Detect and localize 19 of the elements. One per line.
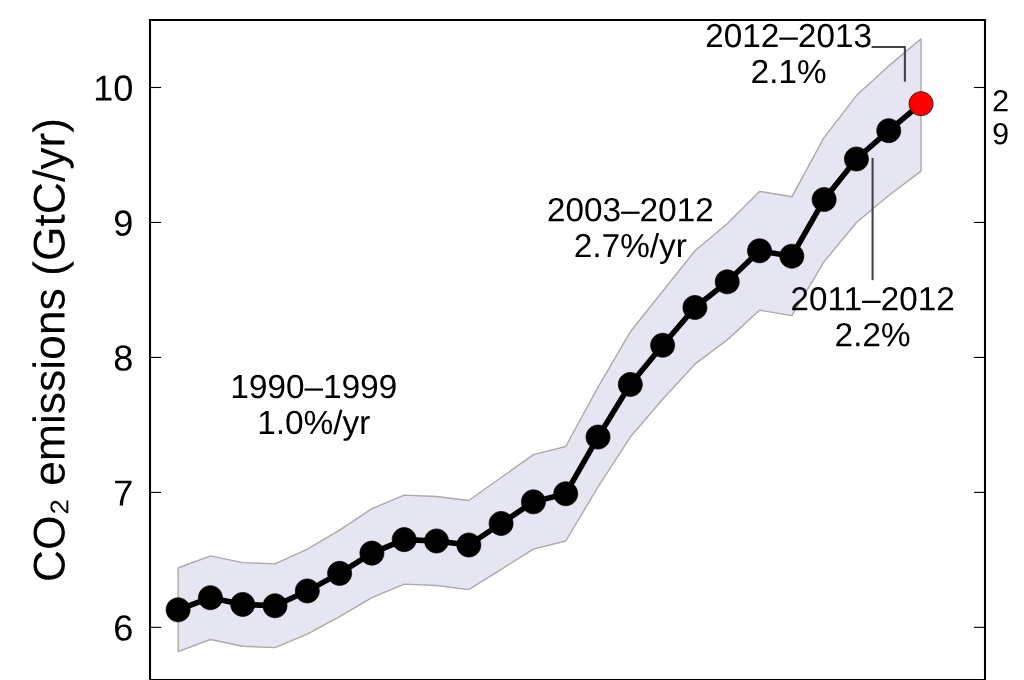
point (424, 528, 449, 554)
point (908, 91, 934, 117)
text: 2 9 (993, 89, 1008, 145)
annotation: 2003–2012 2.7%/yr (548, 197, 713, 265)
annotation: 2012–2013 2.1% (706, 23, 871, 84)
y-axis-title: CO₂ emissions (GtC/yr) (32, 120, 74, 580)
point (779, 243, 805, 269)
annotation: 2011–2012 2.2% (792, 287, 954, 347)
y-tick-label: 9 (114, 210, 132, 236)
point (359, 540, 385, 566)
point (456, 532, 482, 558)
point (327, 561, 352, 586)
y-tick-label: 8 (114, 345, 132, 371)
y-tick-label: 10 (95, 75, 132, 101)
point (714, 269, 740, 295)
annotation: 1990–1999 1.0%/yr (232, 374, 396, 441)
point (617, 372, 643, 397)
y-tick-label: 7 (115, 480, 132, 506)
y-tick-label: 6 (115, 615, 132, 641)
